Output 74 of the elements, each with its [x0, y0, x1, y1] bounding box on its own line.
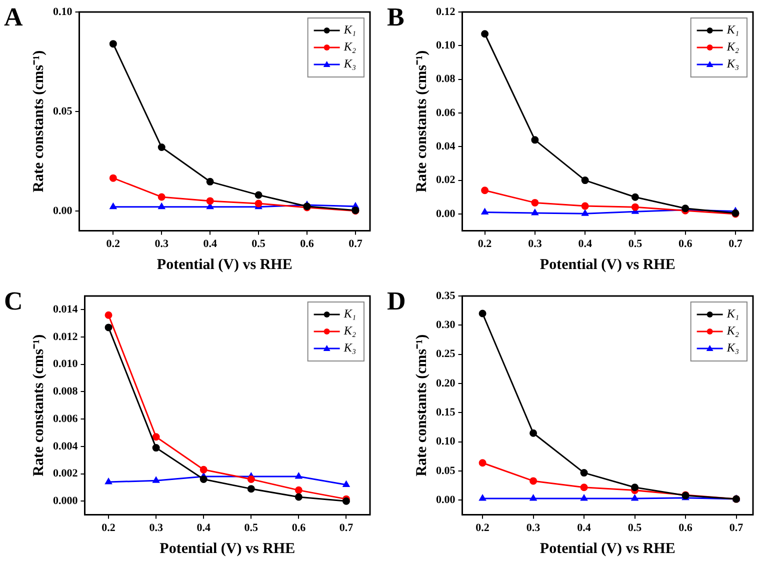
y-tick-label: 0.006	[53, 412, 78, 425]
legend-label: K₁	[342, 22, 356, 37]
legend-label: K₃	[726, 340, 740, 355]
x-tick-label: 0.3	[149, 522, 164, 534]
y-tick-label: 0.12	[436, 6, 456, 18]
y-axis-title: Rate constants (cms⁻¹)	[414, 334, 430, 476]
x-axis-title: Potential (V) vs RHE	[540, 540, 676, 557]
x-tick-label: 0.4	[203, 238, 218, 250]
x-tick-label: 0.7	[728, 238, 743, 250]
x-tick-label: 0.4	[577, 522, 592, 534]
x-tick-label: 0.2	[102, 522, 116, 534]
y-tick-label: 0.05	[53, 105, 73, 118]
x-tick-label: 0.7	[729, 522, 744, 534]
y-tick-label: 0.15	[436, 406, 456, 419]
x-tick-label: 0.3	[526, 522, 541, 534]
y-tick-label: 0.06	[436, 106, 456, 119]
y-tick-label: 0.25	[436, 348, 456, 360]
chart-title: C	[4, 286, 23, 316]
x-tick-label: 0.6	[678, 522, 693, 534]
x-tick-label: 0.5	[244, 522, 259, 534]
legend-label: K₁	[342, 306, 356, 321]
x-tick-label: 0.5	[628, 522, 642, 534]
x-axis-title: Potential (V) vs RHE	[540, 256, 676, 273]
x-axis-title: Potential (V) vs RHE	[156, 256, 292, 273]
legend-label: K₁	[726, 306, 740, 321]
y-tick-label: 0.008	[53, 386, 78, 398]
y-tick-label: 0.000	[53, 494, 78, 507]
legend-label: K₃	[342, 56, 356, 71]
y-tick-label: 0.05	[436, 464, 456, 477]
y-axis-title: Rate constants (cms⁻¹)	[30, 334, 47, 476]
x-tick-label: 0.7	[348, 238, 363, 250]
x-tick-label: 0.4	[196, 522, 211, 534]
legend-label: K₁	[726, 22, 740, 37]
y-tick-label: 0.35	[436, 290, 456, 302]
x-tick-label: 0.2	[106, 238, 121, 250]
y-tick-label: 0.08	[436, 73, 456, 86]
legend-label: K₃	[726, 56, 740, 71]
x-tick-label: 0.6	[678, 238, 693, 250]
y-tick-label: 0.00	[436, 208, 456, 220]
y-axis-title: Rate constants (cms⁻¹)	[30, 50, 47, 192]
legend-label: K₂	[726, 324, 740, 338]
x-tick-label: 0.5	[252, 238, 266, 250]
legend-label: K₂	[726, 40, 740, 54]
x-axis-title: Potential (V) vs RHE	[160, 540, 296, 557]
y-tick-label: 0.012	[53, 330, 78, 343]
y-tick-label: 0.004	[53, 440, 78, 452]
y-tick-label: 0.00	[436, 494, 456, 506]
x-tick-label: 0.3	[528, 238, 542, 250]
x-tick-label: 0.2	[478, 238, 492, 250]
x-tick-label: 0.5	[628, 238, 643, 250]
legend-label: K₂	[342, 40, 356, 54]
chart-title: D	[387, 286, 406, 316]
legend-label: K₃	[342, 340, 356, 355]
y-axis-title: Rate constants (cms⁻¹)	[414, 50, 430, 192]
y-tick-label: 0.04	[436, 140, 456, 152]
y-tick-label: 0.30	[436, 319, 456, 332]
y-tick-label: 0.010	[53, 358, 78, 370]
legend-label: K₂	[342, 324, 356, 338]
x-tick-label: 0.7	[339, 522, 354, 534]
x-tick-label: 0.3	[154, 238, 170, 250]
y-tick-label: 0.20	[436, 377, 456, 390]
y-tick-label: 0.10	[436, 40, 456, 52]
y-tick-label: 0.00	[53, 204, 73, 217]
y-tick-label: 0.10	[436, 436, 456, 448]
chart-title: B	[387, 2, 404, 32]
y-tick-label: 0.02	[436, 174, 456, 186]
y-tick-label: 0.10	[53, 6, 73, 18]
x-tick-label: 0.6	[292, 522, 306, 534]
y-tick-label: 0.002	[53, 468, 78, 480]
y-tick-label: 0.014	[53, 304, 78, 316]
chart-title: A	[4, 2, 23, 32]
x-tick-label: 0.4	[578, 238, 592, 250]
x-tick-label: 0.2	[476, 522, 490, 534]
x-tick-label: 0.6	[300, 238, 314, 250]
